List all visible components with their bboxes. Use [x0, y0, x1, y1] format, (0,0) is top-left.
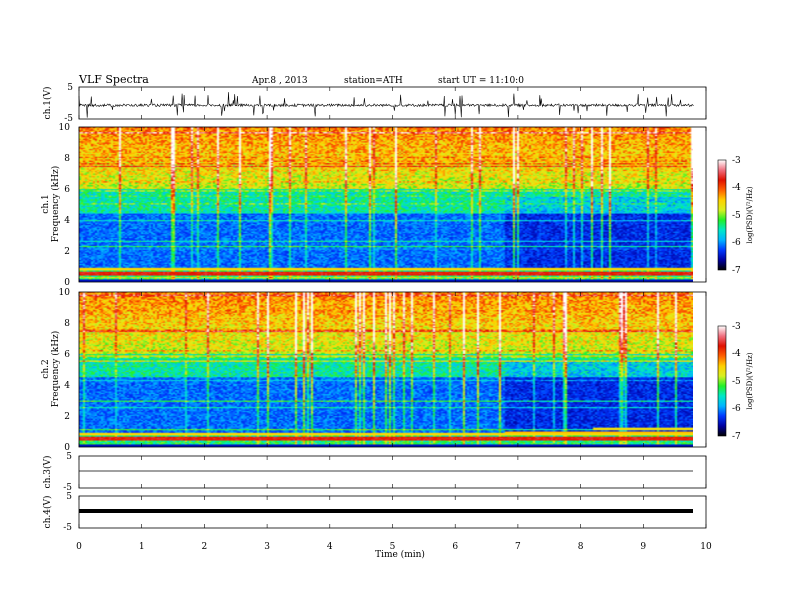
ch2-ytick-6: 6	[64, 350, 70, 360]
ch2-spectrogram-panel: 0 2 4 6 8 10 ch.2 Frequency (kHz)	[41, 288, 707, 453]
ch4-waveform-trace	[79, 509, 693, 513]
ch1-ytick-4: 4	[64, 216, 70, 226]
ch1-cbar-tick-m5: -5	[732, 211, 741, 221]
xtick-5: 5	[390, 542, 396, 552]
ch1-waveform-frame	[78, 86, 707, 120]
ch1-cbar-tick-m3: -3	[732, 156, 741, 166]
figure-title: VLF Spectra	[78, 73, 149, 86]
ch1-ytick-top: 5	[67, 83, 73, 93]
ch1-cbar-tick-m4: -4	[732, 183, 741, 193]
ch1-frequency-label: Frequency (kHz)	[50, 166, 61, 243]
header-start-time: start UT = 11:10:0	[438, 76, 524, 86]
ch3-ytick-top: 5	[66, 452, 72, 462]
ch1-spectrogram-image	[79, 127, 693, 282]
ch1-colorbar-frame	[717, 159, 727, 271]
ch1-channel-label: ch.1	[41, 194, 51, 213]
xtick-10: 10	[700, 542, 712, 552]
ch3-waveform-frame	[78, 455, 707, 489]
ch1-ytick-6: 6	[64, 185, 70, 195]
ch4-ytick-top: 5	[66, 492, 72, 502]
ch2-spectrogram-image	[79, 292, 693, 447]
ch2-colorbar: -3 -4 -5 -6 -7 log(PSD)(V²/Hz)	[717, 322, 754, 442]
ch2-cbar-tick-m6: -6	[732, 404, 741, 414]
ch2-colorbar-frame	[717, 325, 727, 437]
ch2-frequency-label: Frequency (kHz)	[50, 331, 61, 408]
ch1-waveform-ylabel: ch.1(V)	[42, 87, 53, 120]
ch1-ytick-bottom: -5	[64, 114, 73, 124]
ch2-ytick-4: 4	[64, 381, 70, 391]
ch1-ytick-0: 0	[64, 278, 70, 288]
ch2-spectrogram-yticks: 0 2 4 6 8 10	[59, 288, 71, 453]
ch1-colorbar: -3 -4 -5 -6 -7 log(PSD)(V²/Hz)	[717, 156, 754, 276]
ch2-ytick-2: 2	[64, 412, 70, 422]
ch2-cbar-tick-m3: -3	[732, 322, 741, 332]
ch1-colorbar-gradient	[718, 160, 726, 270]
ch2-cbar-tick-m4: -4	[732, 349, 741, 359]
ch1-cbar-tick-m6: -6	[732, 238, 741, 248]
ch2-cbar-tick-m5: -5	[732, 377, 741, 387]
xtick-8: 8	[578, 542, 584, 552]
ch2-ytick-0: 0	[64, 443, 70, 453]
time-axis-label: Time (min)	[375, 549, 425, 560]
ch2-ytick-8: 8	[64, 319, 70, 329]
xtick-9: 9	[640, 542, 646, 552]
time-tick-marks	[78, 87, 707, 528]
xtick-6: 6	[452, 542, 458, 552]
ch1-cbar-tick-m7: -7	[732, 266, 741, 276]
xtick-2: 2	[202, 542, 208, 552]
ch1-ytick-10: 10	[59, 123, 71, 133]
ch1-colorbar-label: log(PSD)(V²/Hz)	[746, 186, 754, 243]
xtick-7: 7	[515, 542, 521, 552]
ch1-ytick-2: 2	[64, 247, 70, 257]
ch3-waveform-ylabel: ch.3(V)	[42, 456, 53, 489]
xtick-1: 1	[139, 542, 145, 552]
ch1-ytick-8: 8	[64, 154, 70, 164]
ch2-channel-label: ch.2	[41, 359, 51, 378]
ch4-ytick-bottom: -5	[63, 523, 72, 533]
ch2-colorbar-label: log(PSD)(V²/Hz)	[746, 352, 754, 409]
ch4-waveform-ylabel: ch.4(V)	[42, 496, 53, 529]
xtick-4: 4	[327, 542, 333, 552]
header-station: station=ATH	[344, 76, 403, 86]
ch1-spectrogram-yticks: 0 2 4 6 8 10	[59, 123, 71, 288]
ch3-ytick-bottom: -5	[63, 483, 72, 493]
ch2-ytick-10: 10	[59, 288, 71, 298]
xtick-3: 3	[264, 542, 270, 552]
ch1-spectrogram-panel: 0 2 4 6 8 10 ch.1 Frequency (kHz)	[41, 123, 707, 288]
header-date: Apr.8 , 2013	[251, 76, 308, 86]
ch2-colorbar-gradient	[718, 326, 726, 436]
ch2-cbar-tick-m7: -7	[732, 432, 741, 442]
xtick-0: 0	[76, 542, 82, 552]
ch1-waveform-trace	[78, 92, 694, 118]
time-axis-ticks: 0 1 2 3 4 5 6 7 8 9 10	[76, 542, 712, 552]
